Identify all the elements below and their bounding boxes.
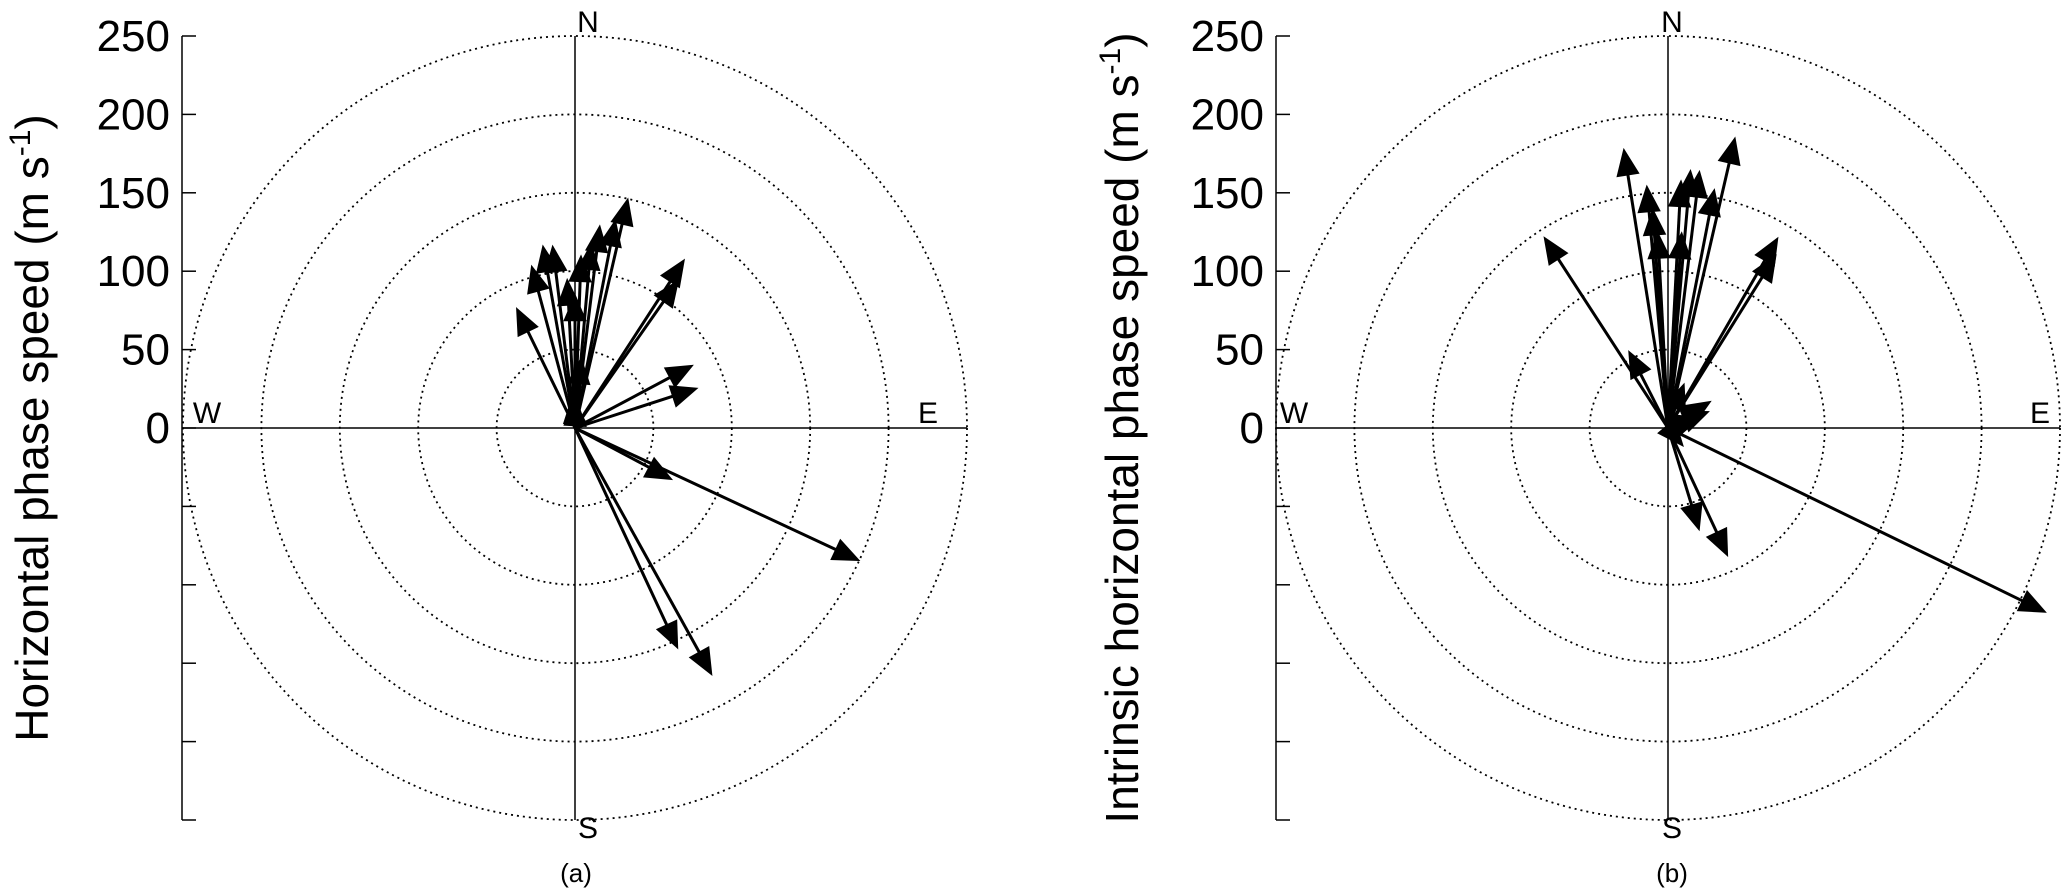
panel-b-vectors bbox=[1543, 136, 2047, 613]
panel-a-vector-head bbox=[516, 307, 539, 338]
panel-a-tick-label-0: 0 bbox=[146, 404, 170, 453]
panel-a-vector-shaft bbox=[574, 426, 837, 551]
panel-a-tick-label-50: 50 bbox=[121, 326, 170, 375]
panel-b-y-axis-label: Intrinsic horizontal phase speed (m s-1) bbox=[1094, 32, 1148, 823]
panel-a-vector-21 bbox=[573, 427, 713, 677]
panel-a-vector-20 bbox=[573, 427, 679, 650]
panel-b-tick-label-200: 200 bbox=[1191, 90, 1264, 139]
panel-b-vector-head bbox=[1668, 231, 1692, 260]
panel-a-tick-label-100: 100 bbox=[97, 247, 170, 296]
panel-b-y-axis-label-close: ) bbox=[1096, 32, 1148, 47]
panel-a-tick-label-150: 150 bbox=[97, 169, 170, 218]
panel-a-vector-19 bbox=[574, 426, 861, 562]
panel-a-vector-shaft bbox=[574, 376, 671, 430]
panel-b-vector-head bbox=[1751, 254, 1777, 284]
panel-b-tick-label-150: 150 bbox=[1191, 169, 1264, 218]
panel-a-radial-axis: 0 50 100 150 200 250 bbox=[97, 12, 196, 821]
panel-a-tick-label-250: 250 bbox=[97, 12, 170, 61]
panel-b-vector-head bbox=[1680, 501, 1703, 532]
panel-a-vector-shaft bbox=[573, 223, 624, 429]
panel-b-vector-shaft bbox=[1666, 196, 1698, 429]
panel-b-vector-shaft bbox=[1667, 426, 2023, 603]
panel-a-vector-head bbox=[527, 264, 550, 295]
panel-b-y-axis-label-unit: -1 bbox=[1094, 48, 1127, 75]
panel-b-vector-head bbox=[1705, 526, 1729, 558]
panel-b-vector-head bbox=[1642, 207, 1667, 237]
panel-b-vector-head bbox=[1637, 184, 1661, 214]
panel-b-vector-shaft bbox=[1666, 162, 1731, 429]
panel-b-radial-axis: 0 50 100 150 200 250 bbox=[1191, 12, 1290, 821]
panel-b-vector-shaft bbox=[1626, 174, 1670, 429]
panel-a-vector-head bbox=[659, 258, 685, 289]
panel-b-vector-shaft bbox=[1666, 427, 1694, 506]
panel-a-vector-head bbox=[544, 244, 568, 274]
panel-a-vector-1 bbox=[527, 264, 577, 429]
panel-a-tick-label-200: 200 bbox=[97, 90, 170, 139]
panel-a-y-axis-label: Horizontal phase speed (m s-1) bbox=[4, 114, 58, 742]
panel-a-north-label: N bbox=[577, 6, 599, 39]
panel-a-vector-shaft bbox=[573, 300, 665, 429]
panel-b-vector-19 bbox=[1666, 427, 1703, 532]
panel-b-north-label: N bbox=[1661, 6, 1683, 39]
panel-a-vector-head bbox=[688, 645, 713, 677]
panel-a-y-axis-label-close: ) bbox=[6, 114, 58, 129]
panel-b-tick-label-100: 100 bbox=[1191, 247, 1264, 296]
panel-b-west-label: W bbox=[1280, 397, 1309, 430]
panel-a-vector-shaft bbox=[573, 427, 669, 626]
panel-b-east-label: E bbox=[2030, 397, 2050, 430]
panel-a-vector-head bbox=[668, 385, 699, 408]
panel-b-vector-head bbox=[1684, 169, 1708, 199]
panel-b-caption: (b) bbox=[1656, 858, 1688, 888]
panel-a-south-label: S bbox=[578, 812, 598, 845]
panel-b-vector-21 bbox=[1667, 426, 2047, 613]
panel-a-west-label: W bbox=[193, 397, 222, 430]
panel-b-tick-label-0: 0 bbox=[1240, 404, 1264, 453]
panel-a-caption: (a) bbox=[560, 858, 592, 888]
panel-a-vectors bbox=[516, 197, 861, 677]
panel-a-vector-shaft bbox=[573, 427, 701, 653]
panel-b-vector-4 bbox=[1647, 231, 1671, 429]
panel-a-vector-shaft bbox=[574, 394, 674, 430]
panel-a-vector-12 bbox=[573, 279, 680, 429]
panel-b-vector-shaft bbox=[1639, 373, 1670, 429]
panel-a-vector-head bbox=[663, 364, 694, 389]
panel-b-vector-head bbox=[1543, 236, 1569, 266]
panel-b-south-label: S bbox=[1662, 812, 1682, 845]
panel-a-vector-head bbox=[655, 619, 679, 650]
panel-b: 0 50 100 150 200 250 N S E W (b) Intrinsic ho… bbox=[1094, 6, 2061, 888]
panel-b-vector-1 bbox=[1616, 147, 1670, 429]
panel-a-y-axis-label-unit: -1 bbox=[4, 130, 37, 157]
panel-b-vector-20 bbox=[1666, 427, 1729, 558]
panel-a-vector-shaft bbox=[536, 290, 577, 429]
panel-b-vector-7 bbox=[1666, 169, 1708, 429]
panel-a-vector-head bbox=[610, 197, 634, 228]
panel-a-vector-head bbox=[653, 279, 680, 309]
panel-a-vector-17 bbox=[574, 385, 699, 430]
panel-b-vector-shaft bbox=[1666, 427, 1719, 533]
panel-b-vector-13 bbox=[1628, 350, 1670, 429]
panel-a-vector-head bbox=[567, 356, 591, 386]
panel-b-vector-head bbox=[1697, 188, 1721, 218]
panel-a-vector-10 bbox=[573, 197, 634, 429]
panel-b-vector-head bbox=[2016, 590, 2047, 613]
panel-a-vector-head bbox=[563, 398, 587, 427]
panel-a-vector-head bbox=[830, 538, 861, 562]
panel-b-vector-head bbox=[1628, 350, 1652, 381]
panel-b-y-axis-label-main: Intrinsic horizontal phase speed (m s bbox=[1096, 74, 1148, 823]
panel-b-vector-head bbox=[1616, 147, 1640, 178]
panel-a: 0 50 100 150 200 250 N S E W (a) Horizontal p… bbox=[4, 6, 968, 888]
panel-b-vector-shaft bbox=[1557, 258, 1670, 429]
panel-b-vector-head bbox=[1717, 136, 1741, 167]
panel-b-vector-head bbox=[1647, 231, 1671, 260]
panel-b-tick-label-250: 250 bbox=[1191, 12, 1264, 61]
panel-b-vector-0 bbox=[1543, 236, 1670, 429]
panel-b-vector-shaft bbox=[1657, 258, 1670, 429]
panel-b-vector-10 bbox=[1666, 136, 1741, 429]
panel-a-y-axis-label-main: Horizontal phase speed (m s bbox=[6, 156, 58, 742]
panel-a-east-label: E bbox=[918, 397, 938, 430]
panel-a-vector-16 bbox=[574, 364, 694, 430]
panel-b-tick-label-50: 50 bbox=[1215, 326, 1264, 375]
panel-b-vector-head bbox=[1664, 382, 1687, 413]
